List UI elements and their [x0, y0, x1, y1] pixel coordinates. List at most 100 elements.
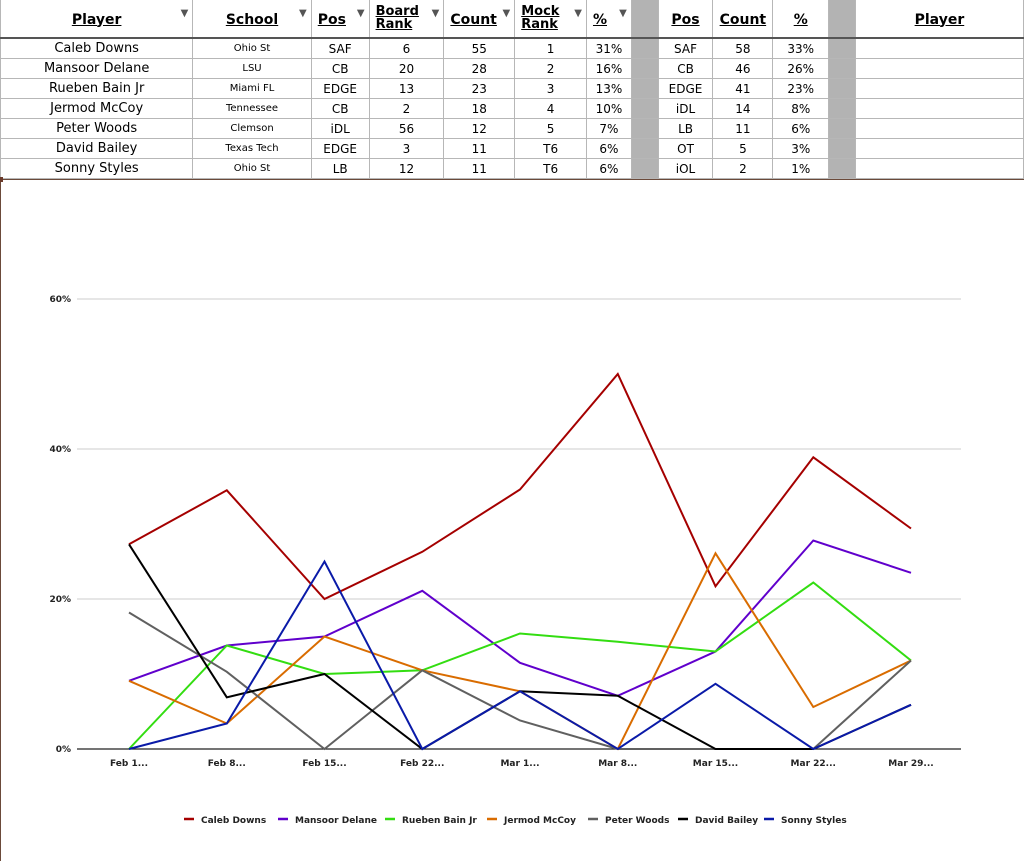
pos-cell[interactable]: EDGE	[310, 138, 370, 159]
board-rank-cell[interactable]: 12	[368, 158, 445, 179]
pct-cell[interactable]: 6%	[585, 138, 632, 159]
filter-icon[interactable]: ▼	[574, 8, 582, 19]
player-cell[interactable]: Jermod McCoy	[0, 98, 194, 119]
school-cell[interactable]: Texas Tech	[192, 138, 312, 159]
count-summary-cell[interactable]: 5	[712, 138, 774, 159]
count-cell[interactable]: 55	[443, 37, 516, 59]
pos-cell[interactable]: LB	[310, 158, 370, 179]
count-summary-cell[interactable]: 41	[712, 78, 774, 99]
pos-summary-cell[interactable]: CB	[657, 58, 714, 79]
count-summary-cell[interactable]: 46	[712, 58, 774, 79]
board-rank-cell[interactable]: 2	[368, 98, 445, 119]
school-cell[interactable]: LSU	[192, 58, 312, 79]
player-cell[interactable]: Peter Woods	[0, 118, 194, 139]
count-cell[interactable]: 11	[443, 138, 516, 159]
count-cell[interactable]: 12	[443, 118, 516, 139]
pct-summary-cell[interactable]: 3%	[772, 138, 830, 159]
pos-summary-cell[interactable]: EDGE	[657, 78, 714, 99]
filter-icon[interactable]: ▼	[299, 8, 307, 19]
pos-cell[interactable]: EDGE	[310, 78, 370, 99]
pos-summary-cell[interactable]: iDL	[657, 98, 714, 119]
pos-cell[interactable]: CB	[310, 58, 370, 79]
mock-rank-cell[interactable]: T6	[514, 138, 587, 159]
filter-icon[interactable]: ▼	[502, 8, 511, 19]
header-pct[interactable]: % ▼	[585, 0, 632, 39]
count-summary-cell[interactable]: 58	[712, 37, 774, 59]
pct-summary-cell[interactable]: 23%	[772, 78, 830, 99]
player-2-cell[interactable]	[854, 58, 1024, 79]
filter-icon[interactable]: ▼	[356, 8, 365, 19]
player-2-cell[interactable]	[854, 118, 1024, 139]
chart-resize-handle[interactable]	[0, 177, 3, 182]
gray-separator	[828, 118, 856, 139]
filter-icon[interactable]: ▼	[431, 8, 440, 19]
pos-summary-cell[interactable]: iOL	[657, 158, 714, 179]
mock-rank-cell[interactable]: 5	[514, 118, 587, 139]
pct-cell[interactable]: 7%	[585, 118, 632, 139]
filter-icon[interactable]: ▼	[619, 8, 627, 19]
count-cell[interactable]: 11	[443, 158, 516, 179]
player-2-cell[interactable]	[854, 158, 1024, 179]
pos-cell[interactable]: SAF	[310, 37, 370, 59]
player-cell[interactable]: David Bailey	[0, 138, 194, 159]
school-cell[interactable]: Clemson	[192, 118, 312, 139]
line-chart: 0% 20% 40% 60% Feb 1... Feb 8... Feb 15... Feb …	[49, 295, 961, 826]
player-2-cell[interactable]	[854, 98, 1024, 119]
header-pos[interactable]: Pos ▼	[310, 0, 370, 39]
mock-rank-cell[interactable]: 3	[514, 78, 587, 99]
mock-rank-cell[interactable]: 1	[514, 37, 587, 59]
pct-cell[interactable]: 16%	[585, 58, 632, 79]
count-summary-cell[interactable]: 2	[712, 158, 774, 179]
pct-summary-cell[interactable]: 8%	[772, 98, 830, 119]
count-cell[interactable]: 18	[443, 98, 516, 119]
header-count-summary[interactable]: Count	[712, 0, 774, 39]
player-2-cell[interactable]	[854, 78, 1024, 99]
school-cell[interactable]: Ohio St	[192, 37, 312, 59]
pct-summary-cell[interactable]: 26%	[772, 58, 830, 79]
pct-summary-cell[interactable]: 1%	[772, 158, 830, 179]
pos-cell[interactable]: iDL	[310, 118, 370, 139]
player-cell[interactable]: Caleb Downs	[0, 37, 194, 59]
chart-area[interactable]: 0% 20% 40% 60% Feb 1... Feb 8... Feb 15... Feb …	[0, 177, 1024, 861]
pos-cell[interactable]: CB	[310, 98, 370, 119]
board-rank-cell[interactable]: 6	[368, 37, 445, 59]
pct-cell[interactable]: 10%	[585, 98, 632, 119]
player-2-cell[interactable]	[854, 138, 1024, 159]
school-cell[interactable]: Tennessee	[192, 98, 312, 119]
header-pct-summary[interactable]: %	[772, 0, 830, 39]
header-school[interactable]: School ▼	[192, 0, 312, 39]
player-cell[interactable]: Mansoor Delane	[0, 58, 194, 79]
pct-cell[interactable]: 31%	[585, 37, 632, 59]
count-cell[interactable]: 23	[443, 78, 516, 99]
pct-cell[interactable]: 13%	[585, 78, 632, 99]
header-count[interactable]: Count ▼	[443, 0, 516, 39]
pos-summary-cell[interactable]: OT	[657, 138, 714, 159]
header-mock-rank[interactable]: Mock Rank ▼	[514, 0, 587, 39]
header-player-2[interactable]: Player	[854, 0, 1024, 39]
count-summary-cell[interactable]: 11	[712, 118, 774, 139]
board-rank-cell[interactable]: 13	[368, 78, 445, 99]
player-cell[interactable]: Rueben Bain Jr	[0, 78, 194, 99]
filter-icon[interactable]: ▼	[180, 8, 189, 19]
pct-summary-cell[interactable]: 6%	[772, 118, 830, 139]
school-cell[interactable]: Miami FL	[192, 78, 312, 99]
header-pos-summary[interactable]: Pos	[657, 0, 714, 39]
player-2-cell[interactable]	[854, 37, 1024, 59]
header-row: Player ▼ School ▼ Pos ▼ Board Rank ▼ Count ▼ M…	[0, 0, 1024, 39]
header-player[interactable]: Player ▼	[0, 0, 194, 39]
count-cell[interactable]: 28	[443, 58, 516, 79]
board-rank-cell[interactable]: 20	[368, 58, 445, 79]
mock-rank-cell[interactable]: 4	[514, 98, 587, 119]
count-summary-cell[interactable]: 14	[712, 98, 774, 119]
board-rank-cell[interactable]: 56	[368, 118, 445, 139]
mock-rank-cell[interactable]: 2	[514, 58, 587, 79]
pct-cell[interactable]: 6%	[585, 158, 632, 179]
school-cell[interactable]: Ohio St	[192, 158, 312, 179]
pct-summary-cell[interactable]: 33%	[772, 37, 830, 59]
pos-summary-cell[interactable]: SAF	[657, 37, 714, 59]
board-rank-cell[interactable]: 3	[368, 138, 445, 159]
pos-summary-cell[interactable]: LB	[657, 118, 714, 139]
mock-rank-cell[interactable]: T6	[514, 158, 587, 179]
player-cell[interactable]: Sonny Styles	[0, 158, 194, 179]
header-board-rank[interactable]: Board Rank ▼	[368, 0, 445, 39]
